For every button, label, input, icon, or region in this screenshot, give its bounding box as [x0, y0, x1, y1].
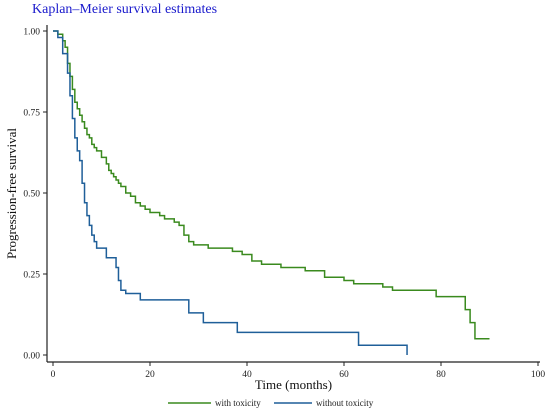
x-tick-label: 60 [339, 370, 349, 380]
y-axis-label: Progression-free survival [4, 128, 19, 259]
legend-label: with toxicity [215, 398, 261, 408]
x-tick-label: 20 [145, 370, 155, 380]
chart-title: Kaplan–Meier survival estimates [32, 2, 218, 17]
legend-label: without toxicity [316, 398, 374, 408]
y-tick-label: 0.00 [23, 352, 40, 362]
y-tick-label: 0.75 [23, 109, 40, 119]
x-tick-label: 0 [51, 370, 56, 380]
x-tick-label: 40 [242, 370, 252, 380]
x-tick-label: 100 [531, 370, 546, 380]
series-line-with-toxicity [53, 30, 490, 340]
y-tick-label: 0.25 [23, 271, 40, 281]
y-tick-label: 1.00 [23, 28, 40, 38]
x-axis-label: Time (months) [255, 377, 332, 392]
series-line-without-toxicity [53, 30, 408, 355]
x-tick-label: 80 [436, 370, 446, 380]
y-tick-label: 0.50 [23, 190, 40, 200]
